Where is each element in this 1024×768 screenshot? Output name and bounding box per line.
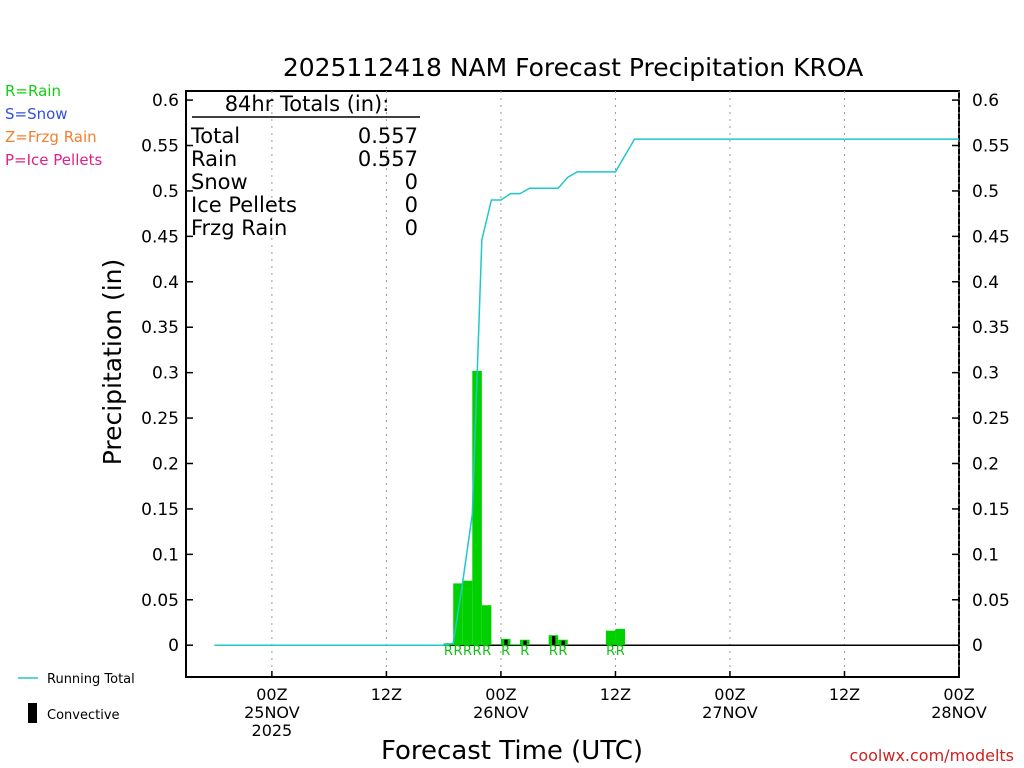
type-legend-item: S=Snow [5, 105, 68, 123]
totals-row-value: 0.557 [358, 147, 418, 171]
x-tick-label: 27NOV [702, 703, 758, 722]
precip-bar [472, 370, 482, 646]
y-tick-label-left: 0.35 [141, 318, 179, 338]
precip-type-legend: R=Rain S=Snow Z=Frzg Rain P=Ice Pellets [5, 82, 102, 169]
y-axis-right: 0.6 0.55 0.5 0.45 0.4 0.35 0.3 0.25 0.2 0.15 0.1 0.… [952, 91, 1010, 656]
convective-legend-swatch [28, 703, 37, 723]
plot-frame [185, 90, 960, 678]
precip-bar [615, 628, 625, 646]
y-tick-label-left: 0.55 [141, 137, 179, 157]
x-tick-label: 00Z [714, 685, 745, 704]
precip-type-label: R [616, 644, 625, 659]
y-tick-label-left: 0.45 [141, 227, 179, 247]
y-tick-label-right: 0.45 [972, 227, 1010, 247]
precip-type-label: R [549, 644, 558, 659]
precip-type-label: R [463, 644, 472, 659]
y-tick-label-left: 0.4 [152, 273, 179, 293]
precip-type-label: R [482, 644, 491, 659]
x-tick-label: 12Z [600, 685, 631, 704]
precip-type-label: R [501, 644, 510, 659]
totals-row-label: Total [190, 124, 240, 148]
totals-rows: Total 0.557 Rain 0.557 Snow 0 Ice Pellets 0 Frzg… [190, 124, 418, 240]
precip-type-label: R [606, 644, 615, 659]
convective-bar [523, 640, 527, 646]
totals-row-label: Snow [191, 170, 248, 194]
y-tick-label-right: 0.55 [972, 137, 1010, 157]
type-legend-item: R=Rain [5, 82, 61, 100]
y-tick-label-left: 0.5 [152, 182, 179, 202]
y-axis-left: 0.6 0.55 0.5 0.45 0.4 0.35 0.3 0.25 0.2 0.15 0.1 0.… [141, 91, 193, 656]
totals-box: 84hr Totals (in): Total 0.557 Rain 0.557 Sno… [190, 92, 420, 240]
y-tick-label-right: 0.35 [972, 318, 1010, 338]
running-total-line [214, 138, 959, 646]
convective-legend-label: Convective [47, 708, 120, 723]
x-tick-label: 12Z [371, 685, 402, 704]
convective-bar [561, 640, 565, 646]
totals-row-value: 0.557 [358, 124, 418, 148]
y-tick-label-right: 0.4 [972, 273, 999, 293]
precip-type-label: R [558, 644, 567, 659]
totals-heading: 84hr Totals (in): [225, 92, 390, 116]
y-tick-label-right: 0.1 [972, 545, 999, 565]
totals-row-label: Frzg Rain [191, 216, 287, 240]
x-tick-label: 2025 [252, 721, 293, 740]
type-legend-item: Z=Frzg Rain [5, 128, 97, 146]
totals-row-value: 0 [405, 170, 418, 194]
precip-bars [443, 370, 625, 646]
convective-bar [504, 639, 508, 646]
precip-type-label: R [473, 644, 482, 659]
y-tick-label-right: 0.15 [972, 500, 1010, 520]
y-tick-label-left: 0.05 [141, 591, 179, 611]
y-tick-label-right: 0.25 [972, 409, 1010, 429]
y-tick-label-right: 0.5 [972, 182, 999, 202]
precip-type-label: R [444, 644, 453, 659]
x-tick-label: 00Z [256, 685, 287, 704]
y-tick-label-left: 0.1 [152, 545, 179, 565]
y-tick-label-left: 0.3 [152, 364, 179, 384]
y-tick-label-right: 0.6 [972, 91, 999, 111]
precip-bar [481, 605, 492, 646]
type-legend-item: P=Ice Pellets [5, 151, 102, 169]
y-tick-label-right: 0.2 [972, 454, 999, 474]
y-tick-label-left: 0.15 [141, 500, 179, 520]
precip-bar [510, 644, 521, 646]
y-tick-label-right: 0 [972, 636, 983, 656]
convective-bar [551, 636, 556, 646]
precip-bar [605, 630, 616, 646]
x-tick-label: 26NOV [473, 703, 529, 722]
line-legend: Running Total Convective [18, 672, 135, 723]
x-tick-label: 00Z [943, 685, 974, 704]
precip-type-label: R [453, 644, 462, 659]
y-tick-label-left: 0.2 [152, 454, 179, 474]
totals-row-value: 0 [405, 216, 418, 240]
chart-title: 2025112418 NAM Forecast Precipitation KR… [283, 53, 863, 82]
y-tick-label-left: 0 [168, 636, 179, 656]
x-tick-label: 00Z [485, 685, 516, 704]
y-tick-label-right: 0.05 [972, 591, 1010, 611]
precip-bar [462, 580, 473, 646]
totals-row-label: Rain [191, 147, 237, 171]
x-axis-title: Forecast Time (UTC) [381, 736, 643, 766]
totals-row-value: 0 [405, 193, 418, 217]
y-tick-label-left: 0.25 [141, 409, 179, 429]
y-tick-label-left: 0.6 [152, 91, 179, 111]
gridlines [271, 91, 960, 677]
totals-row-label: Ice Pellets [191, 193, 297, 217]
x-tick-label: 25NOV [244, 703, 300, 722]
y-tick-label-right: 0.3 [972, 364, 999, 384]
running-total-legend-label: Running Total [47, 672, 135, 687]
x-tick-label: 12Z [829, 685, 860, 704]
x-tick-label: 28NOV [931, 703, 987, 722]
y-axis-title: Precipitation (in) [98, 259, 127, 466]
credit-text: coolwx.com/modelts [850, 746, 1014, 765]
precip-type-label: R [520, 644, 529, 659]
